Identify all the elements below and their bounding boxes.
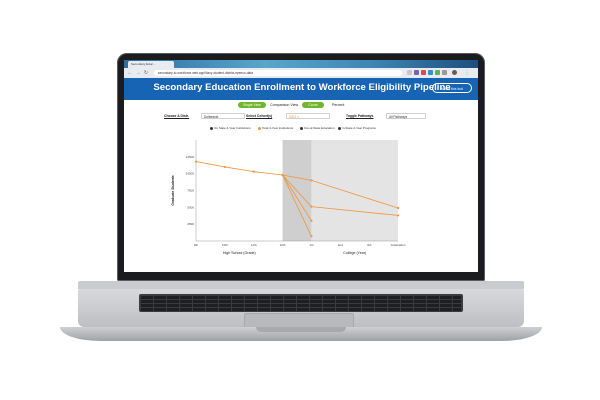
district-label: Choose A Distr. xyxy=(164,114,189,118)
laptop-front-edge xyxy=(60,327,542,341)
data-point xyxy=(396,206,400,210)
count-toggle[interactable]: Count xyxy=(302,102,324,108)
x-group-label: College (Year) xyxy=(343,251,366,255)
legend-label: Out-of-State Education xyxy=(304,126,335,130)
data-point xyxy=(396,214,400,217)
y-tick-label: 2500 xyxy=(187,222,194,226)
percent-toggle[interactable]: Percent xyxy=(332,103,345,107)
x-tick-label: 10th xyxy=(222,243,228,247)
college-band xyxy=(311,140,398,241)
menu-kebab-icon[interactable]: ⋮ xyxy=(464,70,470,76)
app-header: Secondary Education Enrollment to Workfo… xyxy=(124,78,478,100)
x-tick-label: 2nd xyxy=(338,243,343,247)
key-row xyxy=(141,300,461,303)
data-point xyxy=(252,170,255,173)
browser-tab[interactable]: Secondary Educ... xyxy=(128,61,174,68)
lid-opening-notch xyxy=(256,327,346,332)
about-label: About this tool xyxy=(440,87,464,91)
data-point xyxy=(310,219,313,222)
url-bar[interactable]: secondary-to-workforce.web.app/Navy-stud… xyxy=(154,70,402,76)
pathway-label: Toggle Pathways xyxy=(346,114,374,118)
district-select[interactable]: Dolbeanie xyxy=(201,113,245,119)
page-title: Secondary Education Enrollment to Workfo… xyxy=(153,82,451,93)
laptop-screen: Secondary Educ... ← → ↻ secondary-to-wor… xyxy=(124,60,478,272)
forward-arrow-icon[interactable]: → xyxy=(135,70,141,76)
x-tick-label: 1st xyxy=(309,243,313,247)
legend-marker xyxy=(210,126,213,130)
extension-icon[interactable] xyxy=(428,70,433,75)
x-tick-label: 3rd xyxy=(367,243,372,247)
data-point xyxy=(194,160,198,163)
data-point xyxy=(310,179,313,182)
key-row xyxy=(141,296,461,299)
extension-icon[interactable] xyxy=(407,70,412,75)
legend-marker xyxy=(338,126,341,130)
data-point xyxy=(310,205,313,208)
legend-marker xyxy=(258,126,261,130)
x-tick-label: 12th xyxy=(280,243,286,247)
y-tick-label: 10000 xyxy=(186,172,195,176)
legend-item[interactable]: Out-of-State Education xyxy=(300,126,335,130)
laptop-hinge xyxy=(78,281,524,289)
extension-icon[interactable] xyxy=(435,70,440,75)
about-button[interactable]: About this tool xyxy=(432,83,472,93)
high-school-line xyxy=(195,161,283,176)
trackpad xyxy=(244,313,354,328)
y-tick-label: 12500 xyxy=(186,155,195,159)
extension-icon[interactable] xyxy=(414,70,419,75)
legend-marker xyxy=(300,126,303,130)
key-row xyxy=(141,304,461,307)
cohort-select[interactable]: 2023 × xyxy=(286,113,330,119)
college-branch-line xyxy=(282,174,312,222)
legend-item[interactable]: In-State 2-Year Programs xyxy=(338,126,376,130)
legend-label: In-State 2-Year Programs xyxy=(342,126,376,130)
address-row: ← → ↻ secondary-to-workforce.web.app/Nav… xyxy=(124,68,478,78)
legend-label: Total 4-Year Institutions xyxy=(262,126,294,130)
x-tick-label: Graduation xyxy=(391,243,406,247)
legend-item[interactable]: Total 4-Year Institutions xyxy=(258,126,293,130)
y-tick-label: 7500 xyxy=(187,189,194,193)
comparison-view-toggle[interactable]: Comparison View xyxy=(270,103,299,107)
y-axis-label: Graduate Students xyxy=(171,175,175,205)
cohort-label: Select Cohort(s) xyxy=(246,114,273,118)
x-tick-label: 9th xyxy=(194,243,199,247)
data-point xyxy=(281,173,284,177)
x-group-label: High School (Grade) xyxy=(223,251,256,255)
legend-label: On State 4-Year Institutions xyxy=(214,126,251,130)
pathway-select[interactable]: All Pathways xyxy=(386,113,426,119)
y-tick-label: 5000 xyxy=(187,205,194,209)
data-point xyxy=(223,165,226,169)
browser-chrome: Secondary Educ... ← → ↻ secondary-to-wor… xyxy=(124,60,478,78)
college-branch-line xyxy=(282,174,312,237)
key-row xyxy=(141,308,461,311)
data-point xyxy=(310,235,313,238)
pipeline-chart: 2500 5000 7500 10000 12500 9th 10th 11th 12th 1st… xyxy=(171,140,406,255)
single-view-toggle[interactable]: Single View xyxy=(238,102,266,108)
tab-strip: Secondary Educ... xyxy=(124,60,478,68)
back-arrow-icon[interactable]: ← xyxy=(127,70,133,76)
reload-icon[interactable]: ↻ xyxy=(143,70,149,76)
x-tick-label: 11th xyxy=(251,243,257,247)
profile-avatar-icon[interactable] xyxy=(452,70,457,75)
extension-icon[interactable] xyxy=(421,70,426,75)
extension-icon[interactable] xyxy=(442,70,447,75)
legend-item[interactable]: On State 4-Year Institutions xyxy=(210,126,251,130)
